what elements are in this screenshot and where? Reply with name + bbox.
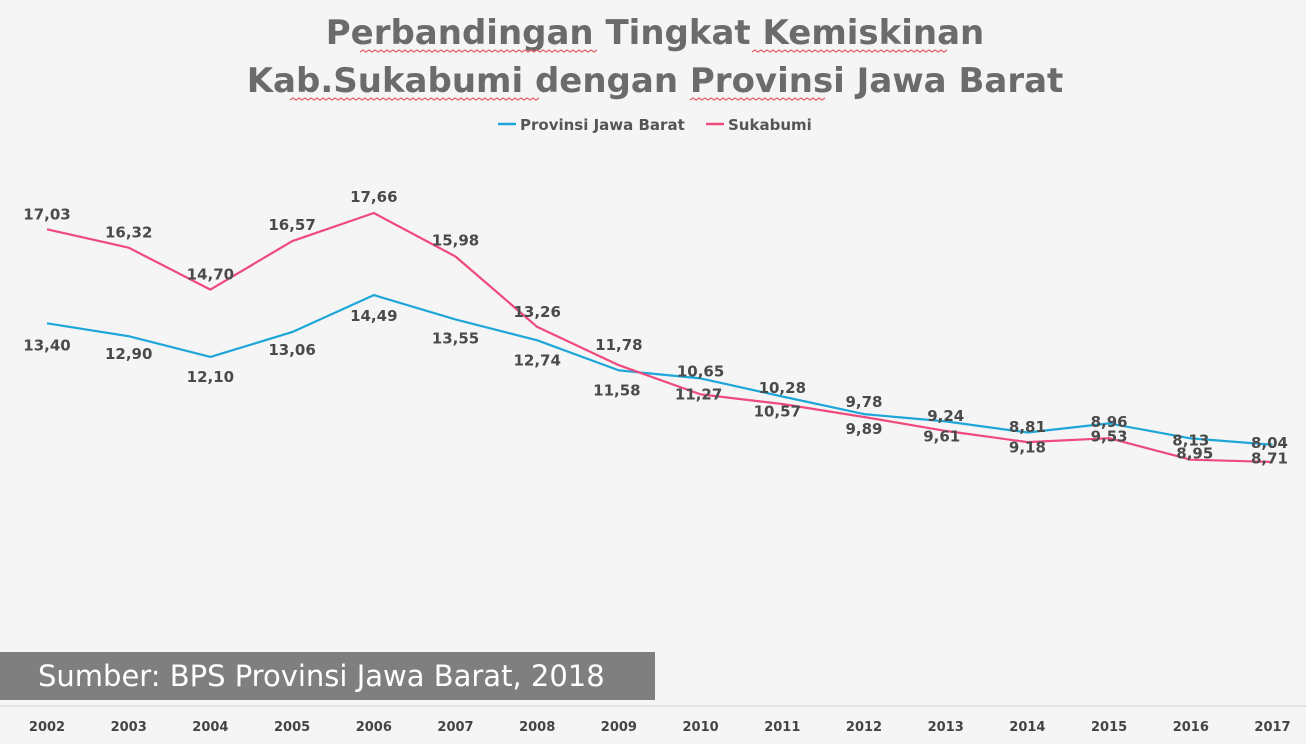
- data-label-sukabumi-2007: 15,98: [432, 232, 479, 250]
- x-tick-label-2015: 2015: [1091, 720, 1127, 735]
- data-label-sukabumi-2005: 16,57: [268, 216, 315, 234]
- data-label-jabar-2017: 8,71: [1251, 450, 1288, 468]
- x-tick-label-2003: 2003: [111, 720, 147, 735]
- data-label-sukabumi-2016: 8,13: [1172, 432, 1209, 450]
- x-tick-label-2010: 2010: [683, 720, 719, 735]
- spellcheck-underline-4: [689, 97, 826, 101]
- data-label-jabar-2004: 12,10: [187, 368, 234, 386]
- data-label-sukabumi-2014: 8,81: [1009, 418, 1046, 436]
- data-label-jabar-2003: 12,90: [105, 345, 152, 363]
- data-label-jabar-2002: 13,40: [23, 336, 70, 354]
- data-label-jabar-2007: 13,55: [432, 329, 479, 347]
- data-label-jabar-2016: 8,95: [1176, 444, 1213, 462]
- data-label-sukabumi-2011: 10,28: [759, 379, 806, 397]
- legend: Provinsi Jawa Barat Sukabumi: [498, 116, 812, 134]
- data-label-sukabumi-2017: 8,04: [1251, 434, 1288, 452]
- plot-area: 13,40 12,90 12,10 13,06 14,49 13,55 12,74 11,58…: [23, 188, 1288, 468]
- x-tick-label-2007: 2007: [437, 720, 473, 735]
- x-tick-label-2011: 2011: [764, 720, 800, 735]
- data-label-sukabumi-2013: 9,24: [927, 407, 964, 425]
- data-label-sukabumi-2008: 13,26: [513, 303, 560, 321]
- data-label-sukabumi-2004: 14,70: [187, 266, 234, 284]
- chart-title-line-2: Kab.Sukabumi dengan Provinsi Jawa Barat: [247, 61, 1064, 101]
- x-tick-label-2005: 2005: [274, 720, 310, 735]
- legend-label-sukabumi: Sukabumi: [728, 116, 812, 134]
- spellcheck-underline-3: [289, 97, 540, 101]
- data-label-jabar-2009: 11,58: [593, 381, 640, 399]
- data-label-jabar-2010: 11,27: [675, 385, 722, 403]
- data-label-jabar-2008: 12,74: [513, 351, 560, 369]
- data-label-sukabumi-2002: 17,03: [23, 205, 70, 223]
- x-axis: 2002 2003 2004 2005 2006 2007 2008 2009 2010 2011…: [0, 705, 1306, 735]
- data-label-jabar-2014: 9,18: [1009, 439, 1046, 457]
- x-tick-label-2016: 2016: [1173, 720, 1209, 735]
- data-label-sukabumi-2006: 17,66: [350, 188, 397, 206]
- chart-title-line-1: Perbandingan Tingkat Kemiskinan: [326, 13, 985, 53]
- series-line-jabar: [46, 294, 1273, 446]
- data-label-jabar-2013: 9,61: [923, 427, 960, 445]
- chart-title: Perbandingan Tingkat Kemiskinan Kab.Suka…: [247, 13, 1064, 101]
- spellcheck-underline-1: [359, 49, 598, 53]
- x-tick-label-2002: 2002: [29, 720, 65, 735]
- x-tick-label-2009: 2009: [601, 720, 637, 735]
- x-tick-label-2014: 2014: [1009, 720, 1045, 735]
- data-label-jabar-2011: 10,57: [754, 403, 801, 421]
- data-label-jabar-2015: 9,53: [1091, 427, 1128, 445]
- series-line-sukabumi: [46, 211, 1273, 464]
- data-label-sukabumi-2012: 9,78: [845, 393, 882, 411]
- data-label-jabar-2006: 14,49: [350, 307, 397, 325]
- spellcheck-underline-2: [751, 49, 948, 53]
- x-tick-label-2017: 2017: [1254, 720, 1290, 735]
- data-label-jabar-2012: 9,89: [845, 420, 882, 438]
- data-label-sukabumi-2009: 11,78: [595, 336, 642, 354]
- x-tick-label-2013: 2013: [928, 720, 964, 735]
- data-label-jabar-2005: 13,06: [268, 341, 315, 359]
- data-label-sukabumi-2010: 10,65: [677, 362, 724, 380]
- data-label-sukabumi-2015: 8,96: [1091, 413, 1128, 431]
- legend-label-jabar: Provinsi Jawa Barat: [520, 116, 685, 134]
- data-label-sukabumi-2003: 16,32: [105, 224, 152, 242]
- x-tick-label-2004: 2004: [192, 720, 228, 735]
- source-note: Sumber: BPS Provinsi Jawa Barat, 2018: [0, 652, 655, 700]
- x-tick-label-2006: 2006: [356, 720, 392, 735]
- x-tick-label-2012: 2012: [846, 720, 882, 735]
- x-tick-label-2008: 2008: [519, 720, 555, 735]
